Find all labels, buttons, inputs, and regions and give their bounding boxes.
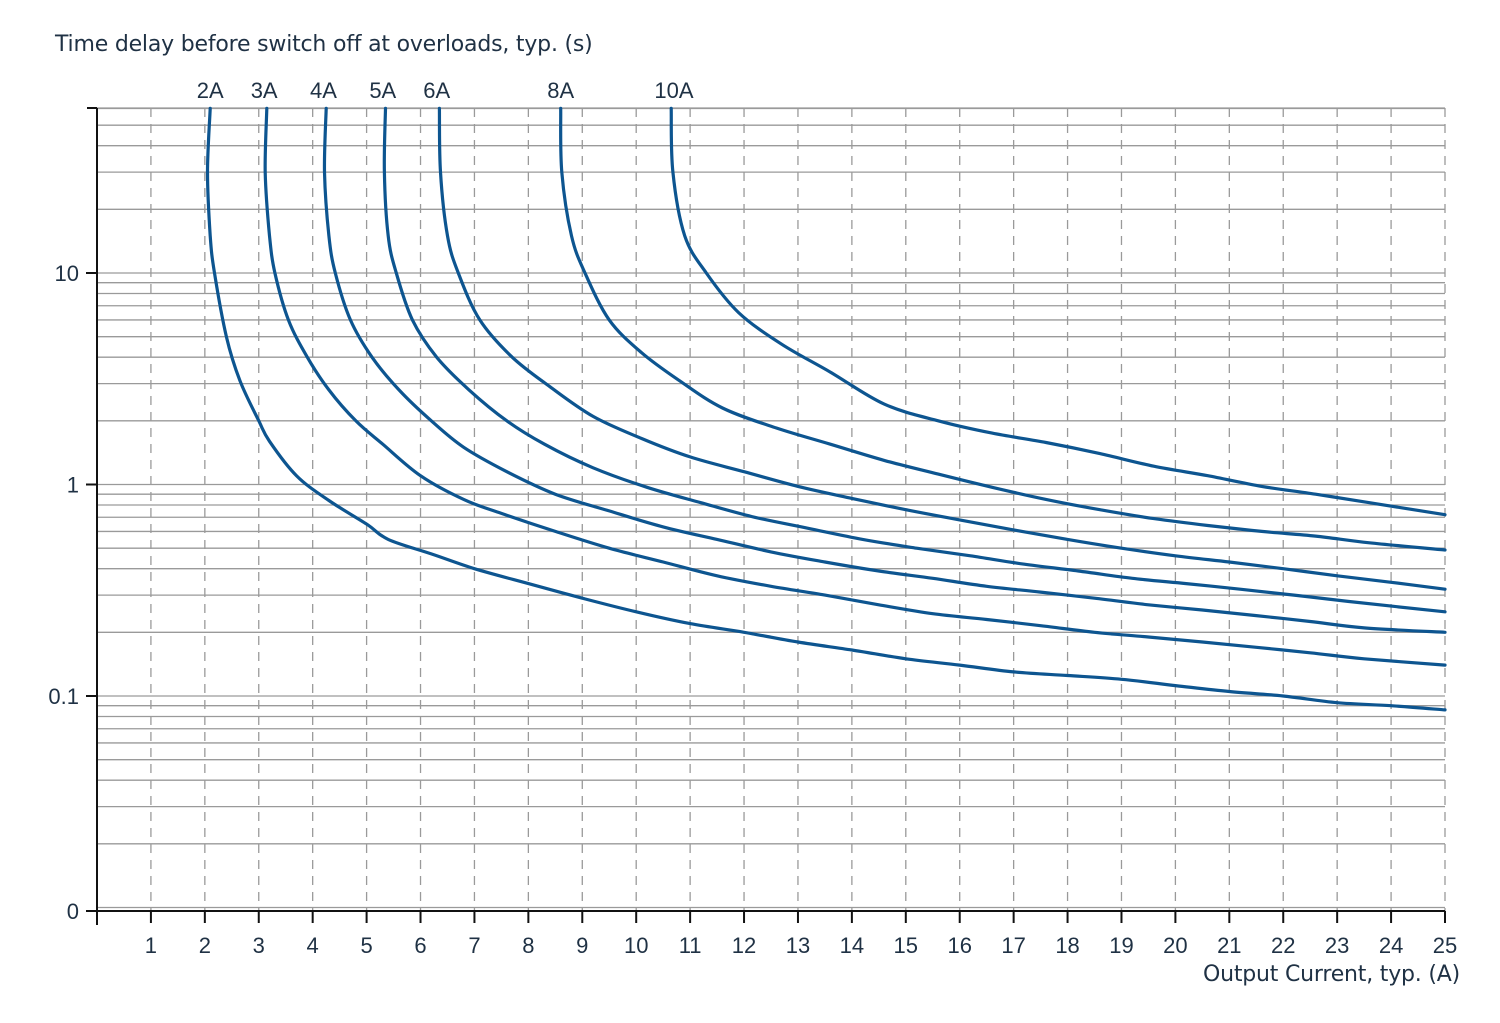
x-tick-label: 3 xyxy=(253,933,265,958)
x-tick-label: 20 xyxy=(1163,933,1187,958)
x-tick-label: 4 xyxy=(307,933,319,958)
curve-series xyxy=(205,106,1447,712)
curve-6a xyxy=(437,106,1447,591)
x-tick-label: 5 xyxy=(360,933,372,958)
x-tick-label: 22 xyxy=(1271,933,1295,958)
y-tick-label: 0.1 xyxy=(48,684,79,709)
curve-8a xyxy=(559,106,1447,552)
y-tick-label: 1 xyxy=(67,473,79,498)
x-tick-label: 10 xyxy=(624,933,648,958)
x-tick-label: 11 xyxy=(679,933,702,958)
y-tick-label: 0 xyxy=(67,899,79,924)
x-tick-label: 2 xyxy=(199,933,211,958)
axes xyxy=(87,107,1445,925)
x-tick-label: 14 xyxy=(840,933,864,958)
curve-5a xyxy=(382,106,1447,614)
x-tick-label: 23 xyxy=(1325,933,1349,958)
curve-4a xyxy=(322,106,1447,634)
series-label-5a: 5A xyxy=(369,78,396,103)
x-tick-label: 13 xyxy=(786,933,810,958)
series-label-3a: 3A xyxy=(251,78,278,103)
x-tick-label: 8 xyxy=(522,933,534,958)
x-tick-label: 18 xyxy=(1055,933,1079,958)
x-tick-label: 21 xyxy=(1217,933,1241,958)
series-label-2a: 2A xyxy=(197,78,224,103)
x-tick-label: 24 xyxy=(1379,933,1403,958)
x-tick-label: 16 xyxy=(947,933,971,958)
x-tick-label: 9 xyxy=(576,933,588,958)
y-gridlines xyxy=(97,107,1445,909)
x-tick-label: 17 xyxy=(1001,933,1025,958)
x-gridlines xyxy=(150,108,1446,911)
y-axis-ticks: 0 0.1 1 10 xyxy=(48,261,97,924)
y-axis-title: Time delay before switch off at overload… xyxy=(55,32,593,57)
x-tick-label: 1 xyxy=(145,933,157,958)
series-label-6a: 6A xyxy=(423,78,450,103)
y-tick-label: 10 xyxy=(55,261,79,286)
curve-3a xyxy=(263,106,1447,667)
series-labels: 2A 3A 4A 5A 6A 8A 10A xyxy=(197,78,694,103)
series-label-8a: 8A xyxy=(547,78,574,103)
x-tick-label: 12 xyxy=(732,933,756,958)
x-tick-label: 15 xyxy=(894,933,918,958)
x-axis-title: Output Current, typ. (A) xyxy=(1202,962,1460,987)
x-axis-ticks: 1 2 3 4 5 6 7 8 9 10 11 12 13 14 15 16 17 18 19 20 21 22 23 24 2… xyxy=(145,911,1457,958)
series-label-4a: 4A xyxy=(310,78,337,103)
x-tick-label: 6 xyxy=(414,933,426,958)
x-tick-label: 25 xyxy=(1433,933,1457,958)
curve-2a xyxy=(205,106,1447,712)
series-label-10a: 10A xyxy=(654,78,693,103)
curve-10a xyxy=(669,106,1447,517)
x-tick-label: 7 xyxy=(468,933,480,958)
x-tick-label: 19 xyxy=(1109,933,1133,958)
